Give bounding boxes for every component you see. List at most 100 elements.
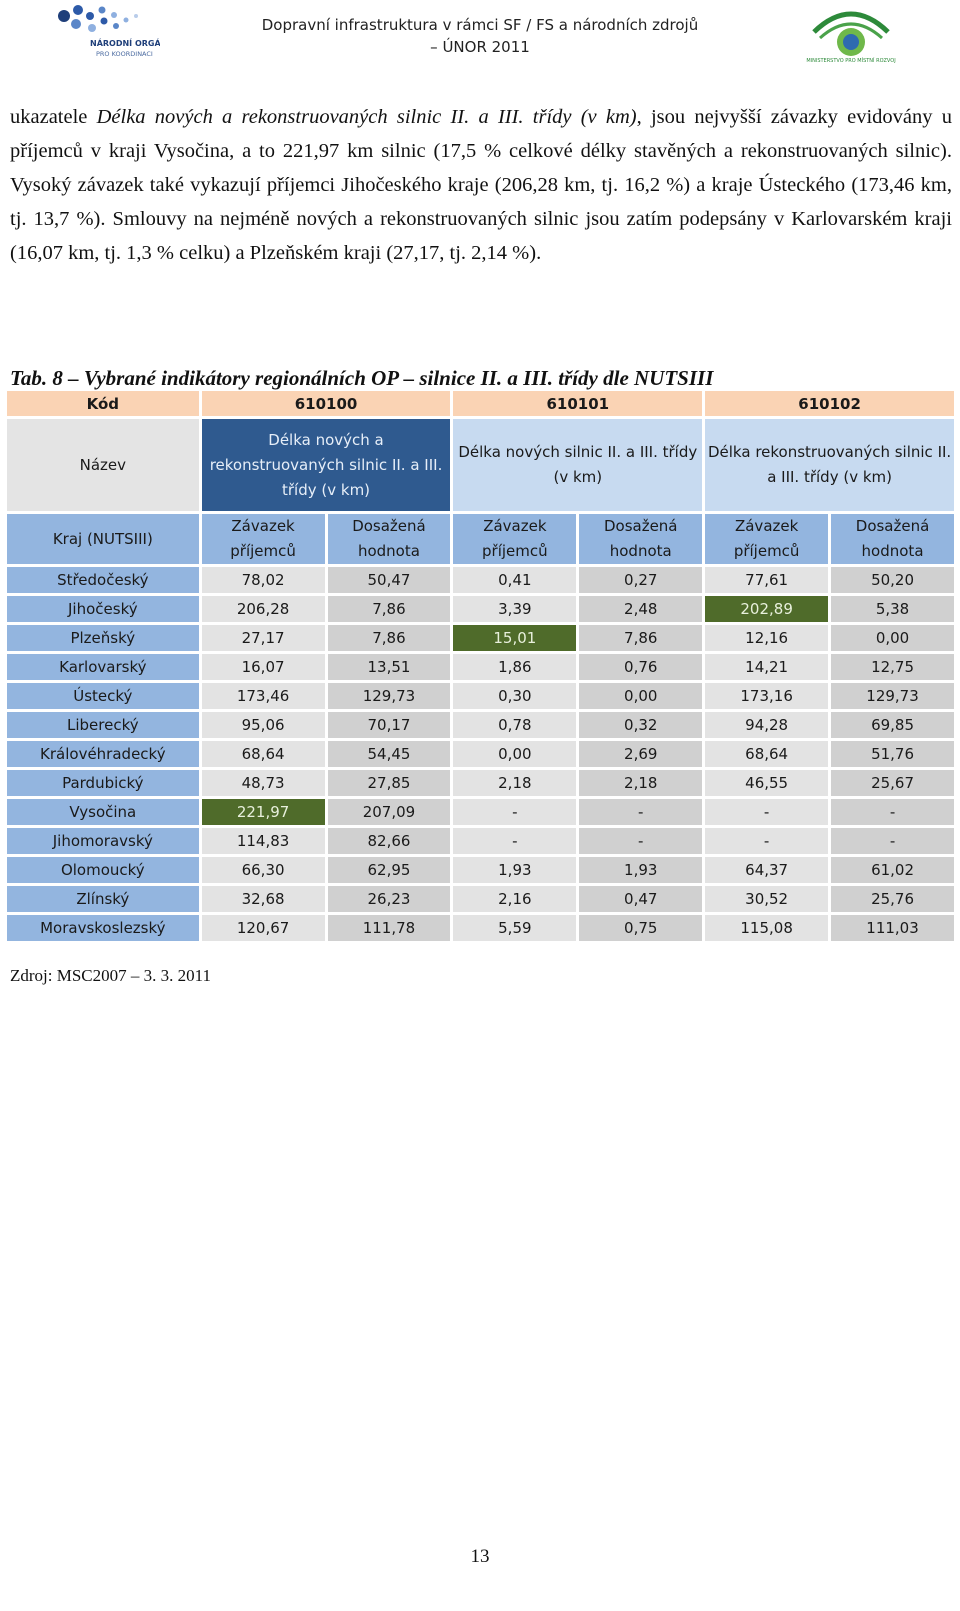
value-cell: 27,17 bbox=[201, 625, 325, 651]
value-cell: 2,18 bbox=[579, 770, 703, 796]
region-cell: Moravskoslezský bbox=[7, 915, 199, 941]
region-label: Kraj (NUTSIII) bbox=[7, 514, 199, 564]
svg-text:PRO KOORDINACI: PRO KOORDINACI bbox=[96, 50, 153, 58]
value-cell: 27,85 bbox=[327, 770, 451, 796]
region-cell: Plzeňský bbox=[7, 625, 199, 651]
table-caption: Tab. 8 – Vybrané indikátory regionálních… bbox=[10, 366, 714, 390]
value-cell: 2,18 bbox=[453, 770, 577, 796]
value-cell: 120,67 bbox=[201, 915, 325, 941]
ministry-logo-icon: MINISTERSTVO PRO MÍSTNÍ ROZVOJ bbox=[806, 11, 896, 64]
dots-logo-icon: NÁRODNÍ ORGÁN PRO KOORDINACI bbox=[58, 5, 160, 58]
paragraph-start: ukazatele bbox=[10, 106, 97, 128]
value-cell: 5,59 bbox=[453, 915, 577, 941]
code-610102: 610102 bbox=[705, 391, 954, 416]
value-cell: - bbox=[579, 828, 703, 854]
value-cell: - bbox=[831, 799, 954, 825]
value-cell: 50,20 bbox=[831, 567, 954, 593]
value-cell: 25,76 bbox=[831, 886, 954, 912]
value-cell: - bbox=[705, 799, 829, 825]
subheader-row: Kraj (NUTSIII) Závazek příjemců Dosažená… bbox=[7, 514, 954, 564]
value-cell: 66,30 bbox=[201, 857, 325, 883]
table-row: Plzeňský 27,17 7,86 15,01 7,86 12,16 0,00 bbox=[7, 625, 954, 651]
value-cell: 13,51 bbox=[327, 654, 451, 680]
subheader-achieved: Dosažená hodnota bbox=[831, 514, 954, 564]
paragraph-indicator-name: Délka nových a rekonstruovaných silnic I… bbox=[96, 106, 637, 128]
value-cell: 54,45 bbox=[327, 741, 451, 767]
value-cell: 206,28 bbox=[201, 596, 325, 622]
value-cell: 12,16 bbox=[705, 625, 829, 651]
value-cell: 46,55 bbox=[705, 770, 829, 796]
value-cell: 15,01 bbox=[453, 625, 577, 651]
paragraph-rest: , jsou nejvyšší závazky evidovány u příj… bbox=[10, 106, 952, 264]
value-cell: 62,95 bbox=[327, 857, 451, 883]
value-cell: 82,66 bbox=[327, 828, 451, 854]
value-cell: 0,76 bbox=[579, 654, 703, 680]
value-cell: 0,47 bbox=[579, 886, 703, 912]
region-cell: Ústecký bbox=[7, 683, 199, 709]
subheader-commitment: Závazek příjemců bbox=[705, 514, 829, 564]
value-cell: 207,09 bbox=[327, 799, 451, 825]
value-cell: 0,30 bbox=[453, 683, 577, 709]
name-total-length: Délka nových a rekonstruovaných silnic I… bbox=[201, 419, 451, 511]
value-cell: 94,28 bbox=[705, 712, 829, 738]
value-cell: - bbox=[579, 799, 703, 825]
name-reconstructed-length: Délka rekonstruovaných silnic II. a III.… bbox=[705, 419, 954, 511]
source-note: Zdroj: MSC2007 – 3. 3. 2011 bbox=[10, 966, 212, 985]
svg-text:NÁRODNÍ ORGÁN: NÁRODNÍ ORGÁN bbox=[90, 37, 160, 48]
value-cell: 50,47 bbox=[327, 567, 451, 593]
region-cell: Středočeský bbox=[7, 567, 199, 593]
value-cell: 51,76 bbox=[831, 741, 954, 767]
value-cell: 3,39 bbox=[453, 596, 577, 622]
region-cell: Jihomoravský bbox=[7, 828, 199, 854]
value-cell: - bbox=[453, 799, 577, 825]
table-body: Středočeský 78,02 50,47 0,41 0,27 77,61 50,20 J… bbox=[7, 567, 954, 941]
value-cell: 61,02 bbox=[831, 857, 954, 883]
value-cell: 115,08 bbox=[705, 915, 829, 941]
table-row: Zlínský 32,68 26,23 2,16 0,47 30,52 25,76 bbox=[7, 886, 954, 912]
page-header: NÁRODNÍ ORGÁN PRO KOORDINACI Dopravní in… bbox=[0, 0, 960, 80]
name-row: Název Délka nových a rekonstruovaných si… bbox=[7, 419, 954, 511]
table-row: Liberecký 95,06 70,17 0,78 0,32 94,28 69,85 bbox=[7, 712, 954, 738]
name-new-length: Délka nových silnic II. a III. třídy (v … bbox=[453, 419, 703, 511]
value-cell: 173,46 bbox=[201, 683, 325, 709]
value-cell: 77,61 bbox=[705, 567, 829, 593]
subheader-achieved: Dosažená hodnota bbox=[579, 514, 703, 564]
code-610100: 610100 bbox=[201, 391, 451, 416]
value-cell: 202,89 bbox=[705, 596, 829, 622]
value-cell: 173,16 bbox=[705, 683, 829, 709]
value-cell: 0,00 bbox=[831, 625, 954, 651]
value-cell: - bbox=[705, 828, 829, 854]
region-cell: Karlovarský bbox=[7, 654, 199, 680]
value-cell: 0,00 bbox=[579, 683, 703, 709]
region-cell: Pardubický bbox=[7, 770, 199, 796]
body-paragraph: ukazatele Délka nových a rekonstruovanýc… bbox=[10, 100, 952, 270]
value-cell: 2,48 bbox=[579, 596, 703, 622]
value-cell: 95,06 bbox=[201, 712, 325, 738]
value-cell: 111,03 bbox=[831, 915, 954, 941]
subheader-achieved: Dosažená hodnota bbox=[327, 514, 451, 564]
value-cell: 0,41 bbox=[453, 567, 577, 593]
value-cell: 2,69 bbox=[579, 741, 703, 767]
value-cell: - bbox=[831, 828, 954, 854]
table-row: Jihomoravský 114,83 82,66- - - - bbox=[7, 828, 954, 854]
code-610101: 610101 bbox=[453, 391, 703, 416]
value-cell: 1,93 bbox=[453, 857, 577, 883]
value-cell: 0,27 bbox=[579, 567, 703, 593]
header-title: Dopravní infrastruktura v rámci SF / FS … bbox=[200, 14, 760, 58]
value-cell: 2,16 bbox=[453, 886, 577, 912]
value-cell: 68,64 bbox=[201, 741, 325, 767]
subheader-commitment: Závazek příjemců bbox=[453, 514, 577, 564]
value-cell: 1,93 bbox=[579, 857, 703, 883]
value-cell: 70,17 bbox=[327, 712, 451, 738]
value-cell: 114,83 bbox=[201, 828, 325, 854]
name-label: Název bbox=[7, 419, 199, 511]
value-cell: 0,32 bbox=[579, 712, 703, 738]
value-cell: 7,86 bbox=[327, 625, 451, 651]
value-cell: 12,75 bbox=[831, 654, 954, 680]
region-cell: Zlínský bbox=[7, 886, 199, 912]
value-cell: 7,86 bbox=[579, 625, 703, 651]
header-title-line2: – ÚNOR 2011 bbox=[430, 38, 530, 56]
table-row: Vysočina 221,97 207,09- - - - bbox=[7, 799, 954, 825]
value-cell: 25,67 bbox=[831, 770, 954, 796]
value-cell: 30,52 bbox=[705, 886, 829, 912]
